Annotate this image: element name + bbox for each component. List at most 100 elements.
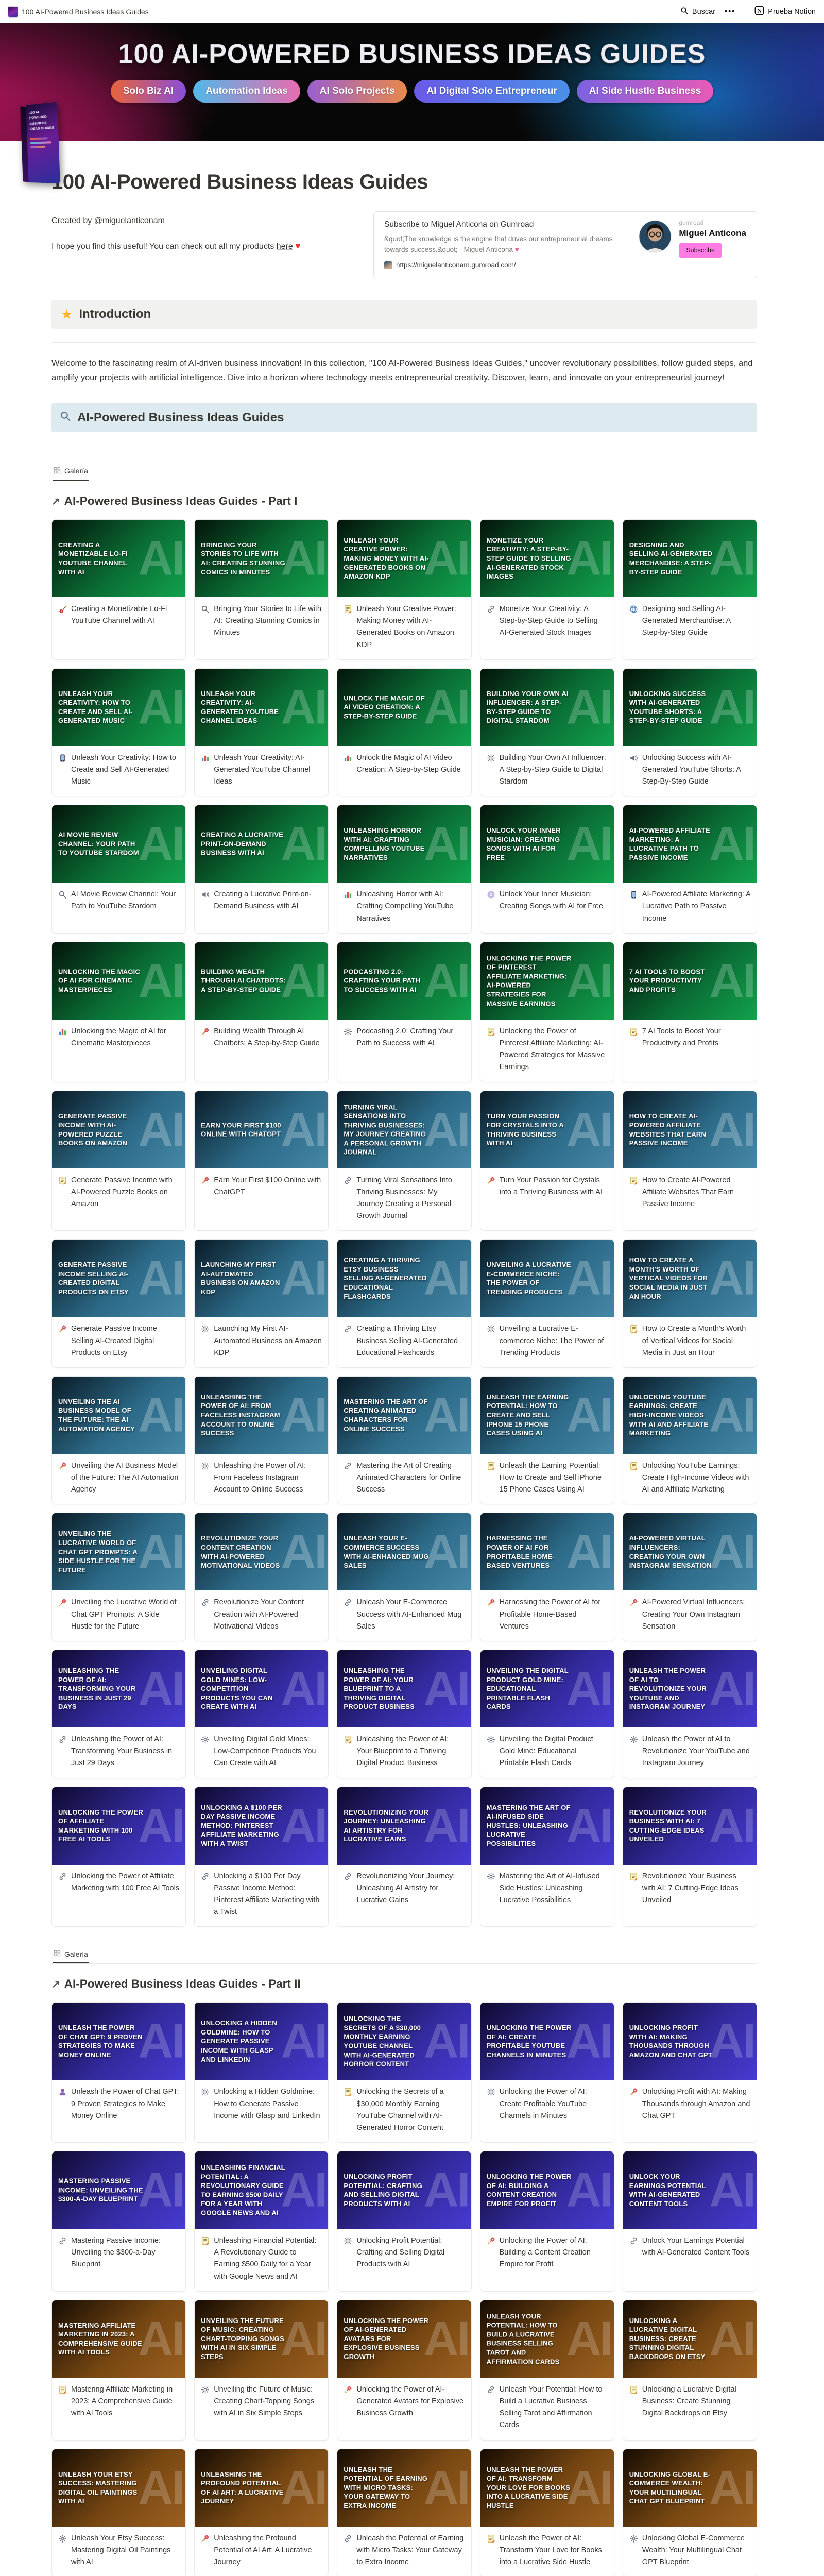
card[interactable]: Unlocking YouTube Earnings: Create High-… xyxy=(622,1376,757,1505)
card[interactable]: Unlock Your Earnings Potential with AI-G… xyxy=(622,2151,757,2292)
database-title-text: AI-Powered Business Ideas Guides - Part … xyxy=(64,1977,301,1991)
card[interactable]: Generate Passive Income Selling AI-Creat… xyxy=(52,1239,186,1368)
card-caption: Designing and Selling AI-Generated Merch… xyxy=(623,597,757,648)
card[interactable]: AI-Powered Virtual Influencers: Creating… xyxy=(622,1513,757,1641)
subscribe-button[interactable]: Subscribe xyxy=(679,243,722,258)
guides-section-title: AI-Powered Business Ideas Guides xyxy=(77,410,284,425)
card[interactable]: Unleash Your Creativity: AI-Generated Yo… xyxy=(194,668,329,797)
try-notion-button[interactable]: N Prueba Notion xyxy=(754,6,816,18)
card[interactable]: Monetize Your Creativity: A Step-by-Step… xyxy=(479,519,614,660)
card[interactable]: Revolutionizing Your Journey: Unleashing… xyxy=(337,1786,472,1927)
tab-galeria[interactable]: Galería xyxy=(53,464,89,481)
card[interactable]: Mastering Affiliate Marketing in 2023: A… xyxy=(52,2299,186,2441)
database-title[interactable]: ↗ AI-Powered Business Ideas Guides - Part… xyxy=(52,495,757,508)
card[interactable]: Unveiling a Lucrative E-commerce Niche: … xyxy=(479,1239,614,1368)
card[interactable]: Unlocking the Secrets of a $30,000 Month… xyxy=(337,2002,472,2143)
card[interactable]: Bringing Your Stories to Life with AI: C… xyxy=(194,519,329,660)
search-button[interactable]: Buscar xyxy=(680,7,715,17)
card[interactable]: Mastering the Art of Creating Animated C… xyxy=(337,1376,472,1505)
card-cover: Unlocking Profit Potential: Crafting and… xyxy=(337,2151,471,2229)
card[interactable]: Designing and Selling AI-Generated Merch… xyxy=(622,519,757,660)
card[interactable]: Revolutionize Your Business with AI: 7 C… xyxy=(622,1786,757,1927)
card[interactable]: Unleash Your Creative Power: Making Mone… xyxy=(337,519,472,660)
card[interactable]: Launching My First AI-Automated Business… xyxy=(194,1239,329,1368)
card-title: Unlock Your Earnings Potential with AI-G… xyxy=(642,2236,750,2257)
card[interactable]: Unlocking Profit with AI: Making Thousan… xyxy=(622,2002,757,2143)
card[interactable]: Unlocking the Power of Affiliate Marketi… xyxy=(52,1786,186,1927)
card[interactable]: Revolutionize Your Content Creation with… xyxy=(194,1513,329,1641)
card[interactable]: Unveiling Digital Gold Mines: Low-Compet… xyxy=(194,1650,329,1778)
tab-label: Galería xyxy=(64,1950,88,1958)
card[interactable]: Unlock Your Inner Musician: Creating Son… xyxy=(479,805,614,934)
more-button[interactable]: ••• xyxy=(725,8,735,16)
card[interactable]: Unlocking the Power of Pinterest Affilia… xyxy=(479,941,614,1082)
card[interactable]: Unleashing the Power of AI: Transforming… xyxy=(52,1650,186,1778)
card[interactable]: Unleash the Potential of Earning with Mi… xyxy=(337,2448,472,2576)
card[interactable]: Unleash Your E-Commerce Success with AI-… xyxy=(337,1513,472,1641)
card[interactable]: Unveiling the AI Business Model of the F… xyxy=(52,1376,186,1505)
card[interactable]: Unleashing Financial Potential: A Revolu… xyxy=(194,2151,329,2292)
card[interactable]: Unlocking a Lucrative Digital Business: … xyxy=(622,2299,757,2441)
card[interactable]: Unleash the Power of Chat GPT: 9 Proven … xyxy=(52,2002,186,2143)
card[interactable]: Unleashing Horror with AI: Crafting Comp… xyxy=(337,805,472,934)
card[interactable]: Unleashing the Power of AI: From Faceles… xyxy=(194,1376,329,1505)
card[interactable]: Generate Passive Income with AI-Powered … xyxy=(52,1090,186,1231)
card[interactable]: Mastering Passive Income: Unveiling the … xyxy=(52,2151,186,2292)
card[interactable]: Unleashing the Power of AI: Your Bluepri… xyxy=(337,1650,472,1778)
card[interactable]: Unleash the Power of AI: Transform Your … xyxy=(479,2448,614,2576)
products-here-link[interactable]: here xyxy=(276,242,293,251)
card[interactable]: Unveiling the Future of Music: Creating … xyxy=(194,2299,329,2441)
card[interactable]: Building Your Own AI Influencer: A Step-… xyxy=(479,668,614,797)
gumroad-brand-label: gumroad xyxy=(679,220,704,226)
database-title[interactable]: ↗ AI-Powered Business Ideas Guides - Part… xyxy=(52,1977,757,1991)
card[interactable]: AI Movie Review Channel: Your Path to Yo… xyxy=(52,805,186,934)
card-caption: Unlocking Profit with AI: Making Thousan… xyxy=(623,2080,757,2130)
card[interactable]: Unlocking Success with AI-Generated YouT… xyxy=(622,668,757,797)
card[interactable]: Creating a Thriving Etsy Business Sellin… xyxy=(337,1239,472,1368)
card[interactable]: Mastering the Art of AI-Infused Side Hus… xyxy=(479,1786,614,1927)
card[interactable]: Harnessing the Power of AI for Profitabl… xyxy=(479,1513,614,1641)
magnifier-icon xyxy=(58,890,67,899)
card[interactable]: Building Wealth Through AI Chatbots: A S… xyxy=(194,941,329,1082)
card[interactable]: How to Create AI-Powered Affiliate Websi… xyxy=(622,1090,757,1231)
card[interactable]: Unlocking a $100 Per Day Passive Income … xyxy=(194,1786,329,1927)
magnifier-icon xyxy=(201,605,210,614)
card[interactable]: Podcasting 2.0: Crafting Your Path to Su… xyxy=(337,941,472,1082)
card[interactable]: Unleash Your Etsy Success: Mastering Dig… xyxy=(52,2448,186,2576)
card[interactable]: Unveiling the Digital Product Gold Mine:… xyxy=(479,1650,614,1778)
card[interactable]: Turn Your Passion for Crystals into a Th… xyxy=(479,1090,614,1231)
card[interactable]: Creating a Lucrative Print-on-Demand Bus… xyxy=(194,805,329,934)
breadcrumb[interactable]: 100 AI-Powered Business Ideas Guides xyxy=(8,6,149,17)
card[interactable]: Unleash Your Creativity: How to Create a… xyxy=(52,668,186,797)
card[interactable]: Unlocking a Hidden Goldmine: How to Gene… xyxy=(194,2002,329,2143)
card[interactable]: Unveiling the Lucrative World of Chat GP… xyxy=(52,1513,186,1641)
card[interactable]: Turning Viral Sensations Into Thriving B… xyxy=(337,1090,472,1231)
card[interactable]: Unlocking the Power of AI-Generated Avat… xyxy=(337,2299,472,2441)
card[interactable]: Creating a Monetizable Lo-Fi YouTube Cha… xyxy=(52,519,186,660)
card[interactable]: Earn Your First $100 Online with ChatGPT… xyxy=(194,1090,329,1231)
card[interactable]: Unlocking the Power of AI: Building a Co… xyxy=(479,2151,614,2292)
card[interactable]: Unlock the Magic of AI Video Creation: A… xyxy=(337,668,472,797)
embed-url-link[interactable]: https://miguelanticonam.gumroad.com/ xyxy=(396,261,516,269)
card[interactable]: Unlocking the Magic of AI for Cinematic … xyxy=(52,941,186,1082)
card[interactable]: Unlocking Global E-Commerce Wealth: Your… xyxy=(622,2448,757,2576)
ai-watermark: AI xyxy=(566,953,613,1008)
card-caption: Unlock the Magic of AI Video Creation: A… xyxy=(337,746,471,793)
tab-galeria[interactable]: Galería xyxy=(53,1946,89,1964)
chart-icon xyxy=(344,754,352,762)
card[interactable]: Unleash the Earning Potential: How to Cr… xyxy=(479,1376,614,1505)
card[interactable]: 7 AI Tools to Boost Your Productivity an… xyxy=(622,941,757,1082)
card[interactable]: Unleash Your Potential: How to Build a L… xyxy=(479,2299,614,2441)
card[interactable]: How to Create a Month's Worth of Vertica… xyxy=(622,1239,757,1368)
card[interactable]: Unlocking the Power of AI: Create Profit… xyxy=(479,2002,614,2143)
card[interactable]: Unleash the Power of AI to Revolutionize… xyxy=(622,1650,757,1778)
card[interactable]: Unlocking Profit Potential: Crafting and… xyxy=(337,2151,472,2292)
author-handle-link[interactable]: @miguelanticonam xyxy=(94,216,165,225)
card[interactable]: AI-Powered Affiliate Marketing: A Lucrat… xyxy=(622,805,757,934)
card-title: Creating a Thriving Etsy Business Sellin… xyxy=(356,1325,458,1357)
embed-author-name: Miguel Anticona xyxy=(679,228,746,238)
cover-title: Mastering the Art of Creating Animated C… xyxy=(344,1397,428,1433)
card[interactable]: Unleashing the Profound Potential of AI … xyxy=(194,2448,329,2576)
cover-title: Unlocking YouTube Earnings: Create High-… xyxy=(629,1393,709,1437)
gumroad-embed-card[interactable]: Subscribe to Miguel Anticona on Gumroad … xyxy=(373,211,757,278)
